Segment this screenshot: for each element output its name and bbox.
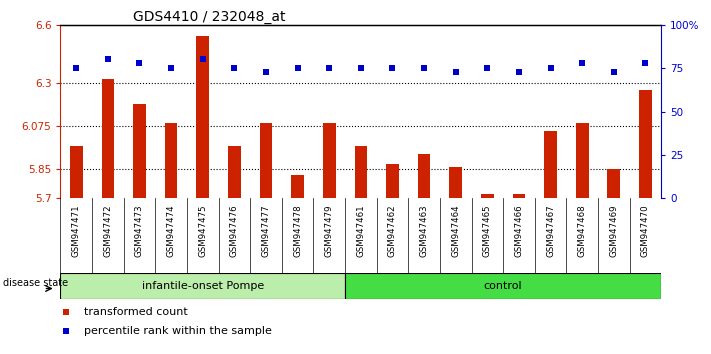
Text: GSM947462: GSM947462 — [388, 204, 397, 257]
Text: GSM947475: GSM947475 — [198, 204, 207, 257]
Bar — [449, 167, 462, 198]
Bar — [60, 273, 345, 299]
Text: GSM947470: GSM947470 — [641, 204, 650, 257]
Bar — [544, 131, 557, 198]
Text: GSM947477: GSM947477 — [262, 204, 270, 257]
Text: disease state: disease state — [3, 278, 68, 288]
Text: GSM947468: GSM947468 — [577, 204, 587, 257]
Text: infantile-onset Pompe: infantile-onset Pompe — [141, 281, 264, 291]
Bar — [102, 79, 114, 198]
Text: GSM947461: GSM947461 — [356, 204, 365, 257]
Text: GSM947465: GSM947465 — [483, 204, 492, 257]
Text: transformed count: transformed count — [85, 307, 188, 317]
Text: GSM947471: GSM947471 — [72, 204, 81, 257]
Text: GSM947464: GSM947464 — [451, 204, 460, 257]
Text: GDS4410 / 232048_at: GDS4410 / 232048_at — [132, 10, 285, 24]
Bar — [576, 123, 589, 198]
Bar — [292, 175, 304, 198]
Bar — [607, 169, 620, 198]
Bar — [355, 146, 367, 198]
Bar — [196, 36, 209, 198]
Bar — [481, 194, 493, 198]
Bar — [228, 146, 240, 198]
Text: GSM947473: GSM947473 — [135, 204, 144, 257]
Text: GSM947479: GSM947479 — [325, 204, 333, 257]
Text: GSM947478: GSM947478 — [293, 204, 302, 257]
Text: GSM947476: GSM947476 — [230, 204, 239, 257]
Bar — [345, 273, 661, 299]
Text: percentile rank within the sample: percentile rank within the sample — [85, 326, 272, 336]
Text: GSM947463: GSM947463 — [419, 204, 429, 257]
Text: GSM947467: GSM947467 — [546, 204, 555, 257]
Bar — [386, 164, 399, 198]
Bar — [165, 123, 178, 198]
Bar — [418, 154, 430, 198]
Bar — [260, 123, 272, 198]
Bar — [323, 123, 336, 198]
Text: control: control — [483, 281, 523, 291]
Text: GSM947474: GSM947474 — [166, 204, 176, 257]
Bar — [70, 146, 82, 198]
Text: GSM947472: GSM947472 — [103, 204, 112, 257]
Text: GSM947469: GSM947469 — [609, 204, 619, 257]
Bar — [133, 104, 146, 198]
Text: GSM947466: GSM947466 — [515, 204, 523, 257]
Bar — [513, 194, 525, 198]
Bar — [639, 90, 652, 198]
